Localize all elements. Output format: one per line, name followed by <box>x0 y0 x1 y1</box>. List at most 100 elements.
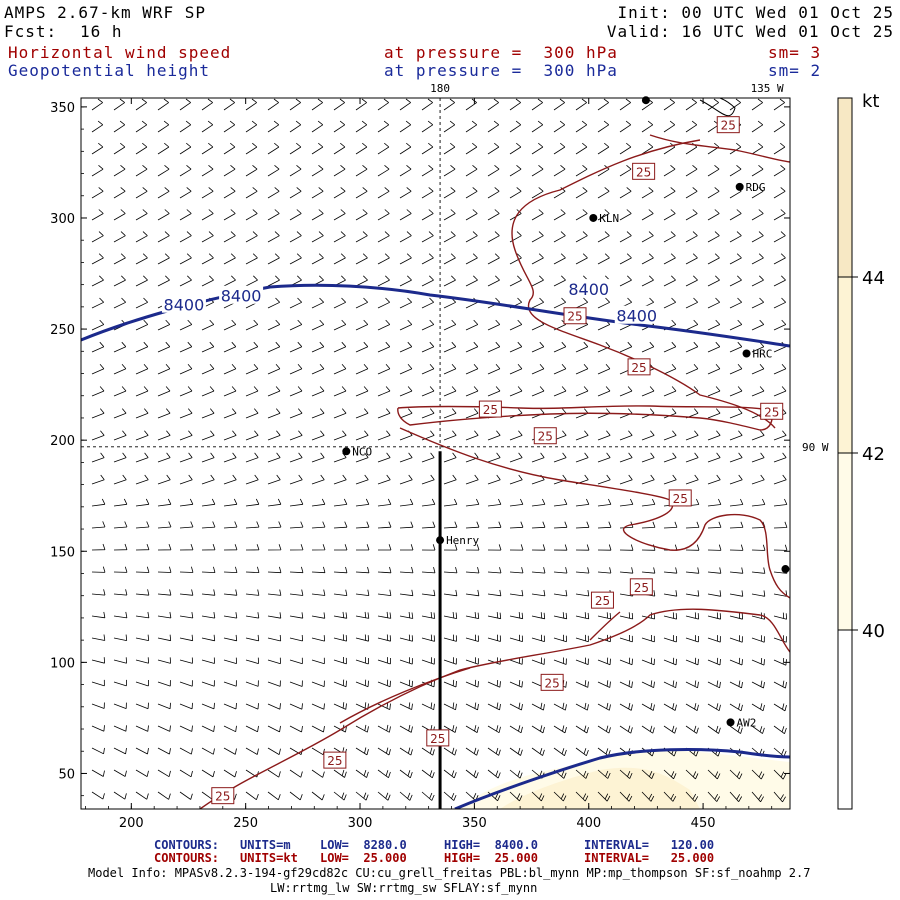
wind-barb <box>465 275 478 287</box>
wind-barb <box>223 386 237 397</box>
wind-barb <box>751 364 765 375</box>
wind-barb <box>443 408 457 419</box>
speed-contour-25-segment <box>199 608 790 809</box>
wind-barb <box>685 452 699 463</box>
wind-barb <box>487 275 500 287</box>
wind-barb <box>465 98 477 111</box>
wind-barb <box>311 164 324 177</box>
wind-barb <box>421 98 433 111</box>
wind-barb <box>289 386 303 397</box>
wind-barb <box>377 611 392 619</box>
wind-barb <box>487 120 500 133</box>
wind-barb <box>223 612 238 619</box>
wind-barb <box>553 521 568 529</box>
wind-barb <box>113 747 127 755</box>
wind-barb <box>707 231 720 243</box>
wind-barb <box>91 120 104 133</box>
wind-barb <box>421 702 435 711</box>
speed-contour-label: 25 <box>764 405 779 419</box>
wind-barb <box>509 364 523 375</box>
station-dot <box>726 718 735 727</box>
wind-barb <box>443 791 457 801</box>
wind-barb <box>707 386 721 397</box>
wind-barb <box>729 567 744 574</box>
wind-barb <box>245 657 259 664</box>
wind-barb <box>421 657 435 665</box>
wind-barb <box>663 98 675 111</box>
wind-barb <box>355 231 368 243</box>
init-time: Init: 00 UTC Wed 01 Oct 25 <box>617 3 894 22</box>
wind-barb <box>531 164 544 177</box>
wind-barb <box>377 747 391 756</box>
wind-barb <box>553 98 565 111</box>
wind-barb <box>91 611 106 619</box>
wind-barb <box>707 474 721 485</box>
wind-barb <box>355 724 369 733</box>
wind-barb <box>333 120 346 133</box>
wind-barb <box>245 612 260 619</box>
wind-barb <box>575 297 588 309</box>
wind-barb <box>245 430 259 441</box>
station-markers: RDG KLN HRC NCO Henry AW2 <box>342 96 790 729</box>
wind-barb <box>377 275 390 287</box>
wind-barb <box>355 589 370 596</box>
wind-barb <box>289 319 303 331</box>
wind-barb <box>223 566 238 573</box>
wind-barb <box>311 297 324 309</box>
wind-barb <box>157 209 170 221</box>
wind-barb <box>201 747 215 755</box>
wind-barb <box>135 566 150 573</box>
wind-barb <box>245 364 259 375</box>
wind-barb <box>355 275 368 287</box>
wind-barb <box>333 231 346 243</box>
wind-barb <box>729 253 742 265</box>
wind-barb <box>245 725 259 733</box>
wind-barb <box>179 769 193 778</box>
wind-barb <box>333 566 348 574</box>
station-dot <box>342 447 351 456</box>
wind-barb <box>421 566 436 574</box>
wind-barb <box>443 702 457 711</box>
wind-barb <box>113 164 126 177</box>
wind-barb <box>377 364 391 375</box>
wind-barb <box>509 634 523 642</box>
wind-barb <box>245 386 259 397</box>
wind-barb <box>399 341 413 353</box>
wind-barb <box>465 120 478 133</box>
station-dot <box>436 536 445 545</box>
wind-barb <box>641 791 655 802</box>
wind-barb <box>333 521 348 529</box>
wind-barb <box>641 341 655 353</box>
wind-barb <box>663 364 677 375</box>
wind-barb <box>179 680 193 687</box>
wind-barb <box>289 589 304 596</box>
wind-barb <box>751 386 765 397</box>
wind-barb <box>157 747 171 755</box>
wind-barb <box>663 567 678 574</box>
wind-barb <box>113 611 128 619</box>
wind-barb <box>685 725 699 734</box>
wind-barb <box>179 98 191 111</box>
wind-barb <box>553 187 566 199</box>
wind-barb <box>399 98 411 111</box>
wind-barb <box>487 319 501 331</box>
wind-barb <box>773 657 787 666</box>
speed-label-box <box>563 307 587 325</box>
wind-barb <box>157 341 171 353</box>
wind-barb <box>245 791 259 801</box>
wind-barb <box>157 452 171 463</box>
wind-barb <box>355 142 368 155</box>
wind-barb <box>91 498 106 507</box>
wind-barb <box>553 386 567 397</box>
wind-barb <box>729 498 744 507</box>
wind-barb <box>377 253 390 265</box>
wind-barb <box>443 544 458 551</box>
wind-barb <box>685 120 698 133</box>
wind-barb <box>267 634 282 642</box>
wind-barb <box>201 612 216 619</box>
wind-barb <box>509 386 523 397</box>
wind-barb <box>509 120 522 133</box>
wind-barb <box>333 319 347 331</box>
speed-label-box <box>533 427 557 445</box>
wind-barb <box>113 231 126 243</box>
